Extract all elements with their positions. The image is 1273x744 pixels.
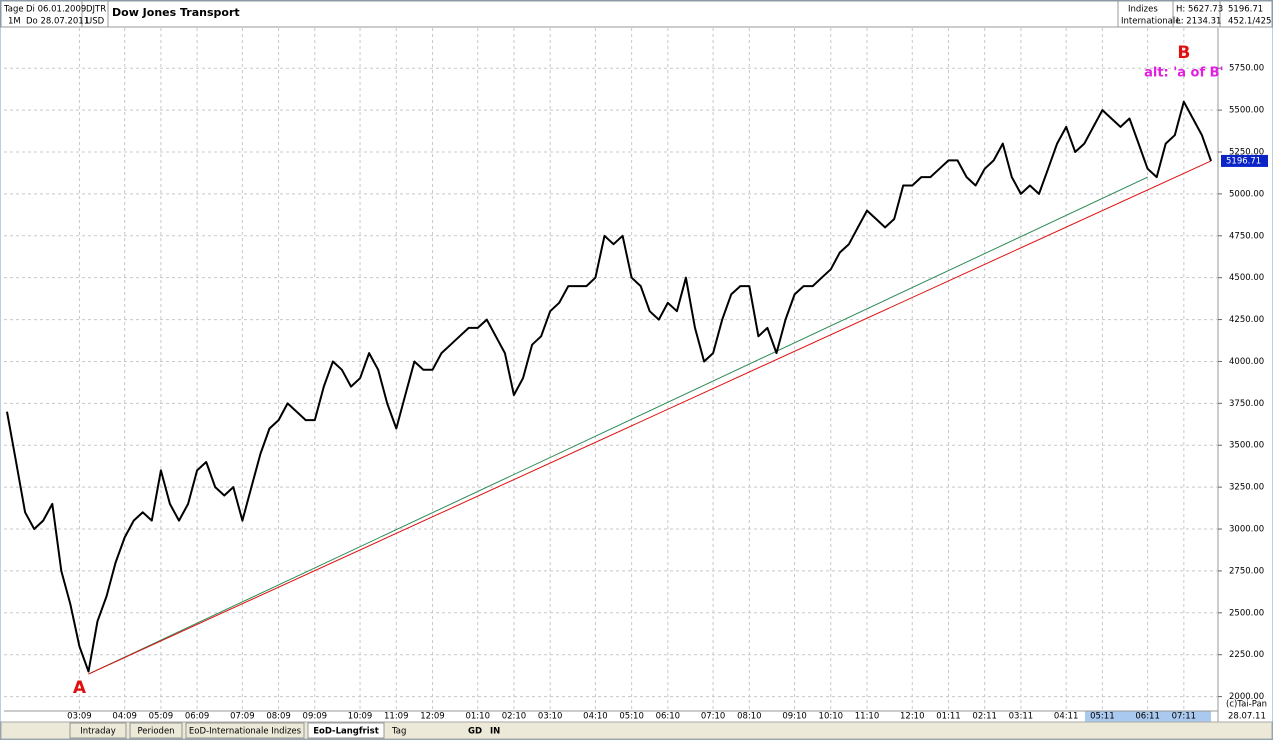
y-tick-label: 5500.00 bbox=[1229, 106, 1264, 116]
x-tick-label: 08:09 bbox=[266, 712, 291, 722]
group: Indizes bbox=[1128, 5, 1158, 15]
trendline bbox=[88, 160, 1212, 675]
toolbar-button[interactable]: GD bbox=[468, 727, 482, 737]
x-tick-label: 03:11 bbox=[1009, 712, 1034, 722]
last-price-tag bbox=[1221, 154, 1268, 167]
x-tick-label: 11:09 bbox=[384, 712, 409, 722]
x-tick-label: 12:10 bbox=[900, 712, 925, 722]
x-tick-label: 09:09 bbox=[303, 712, 328, 722]
y-tick-label: 3750.00 bbox=[1229, 399, 1264, 409]
x-tick-label: 06:11 bbox=[1135, 712, 1160, 722]
y-tick-label: 2250.00 bbox=[1229, 650, 1264, 660]
annotation: alt: 'a of B' bbox=[1144, 66, 1223, 81]
x-tick-label: 10:10 bbox=[819, 712, 844, 722]
x-tick-label: 12:09 bbox=[420, 712, 445, 722]
x-tick-label: 07:09 bbox=[230, 712, 255, 722]
x-tick-label: 08:10 bbox=[737, 712, 762, 722]
y-tick-label: 5750.00 bbox=[1229, 64, 1264, 74]
annotation: A bbox=[73, 678, 87, 698]
x-tick-label: 05:09 bbox=[149, 712, 174, 722]
y-tick-label: 2000.00 bbox=[1229, 692, 1264, 702]
tab-label[interactable]: Intraday bbox=[80, 727, 116, 737]
x-tick-label: 04:10 bbox=[583, 712, 608, 722]
annotation: B bbox=[1177, 43, 1190, 63]
x-tick-label: 04:11 bbox=[1054, 712, 1079, 722]
x-tick-label: 03:10 bbox=[538, 712, 563, 722]
tab[interactable] bbox=[129, 722, 183, 739]
price-line bbox=[6, 100, 1212, 673]
y-tick-label: 5000.00 bbox=[1229, 189, 1264, 199]
x-tick-label: 10:09 bbox=[348, 712, 373, 722]
x-tick-label: 01:11 bbox=[936, 712, 961, 722]
y-tick-label: 4000.00 bbox=[1229, 357, 1264, 367]
last: 5196.71 bbox=[1228, 5, 1263, 15]
tab-label[interactable]: EoD-Internationale Indizes bbox=[189, 727, 302, 737]
y-tick-label: 2500.00 bbox=[1229, 608, 1264, 618]
interval: 1M bbox=[8, 17, 21, 27]
toolbar-button[interactable]: IN bbox=[490, 727, 500, 737]
x-tick-label: 05:11 bbox=[1090, 712, 1115, 722]
low: L: 2134.31 bbox=[1176, 17, 1221, 27]
y-tick-label: 3500.00 bbox=[1229, 441, 1264, 451]
copyright: (c)Tai-Pan bbox=[1226, 700, 1267, 710]
x-tick-label: 09:10 bbox=[782, 712, 807, 722]
x-tick-label: 06:09 bbox=[185, 712, 210, 722]
x-tick-label: 02:10 bbox=[502, 712, 527, 722]
tab-label[interactable]: EoD-Langfrist bbox=[313, 727, 379, 737]
axis-highlight bbox=[1085, 711, 1211, 722]
x-tick-label: 07:10 bbox=[701, 712, 726, 722]
y-tick-label: 3000.00 bbox=[1229, 525, 1264, 535]
tab-label[interactable]: Perioden bbox=[137, 727, 174, 737]
x-tick-label: 07:11 bbox=[1172, 712, 1197, 722]
instrument-name: Dow Jones Transport bbox=[112, 6, 240, 19]
period-label: Tage bbox=[3, 5, 24, 15]
x-tick-label: 06:10 bbox=[656, 712, 681, 722]
y-tick-label: 2750.00 bbox=[1229, 566, 1264, 576]
trendline bbox=[88, 176, 1148, 675]
header-bar bbox=[0, 0, 1273, 28]
date: 28.07.11 bbox=[1228, 712, 1266, 722]
last-price-label: 5196.71 bbox=[1226, 156, 1261, 166]
y-tick-label: 4500.00 bbox=[1229, 273, 1264, 283]
y-tick-label: 4250.00 bbox=[1229, 315, 1264, 325]
group: Internationale bbox=[1121, 17, 1180, 27]
x-tick-label: 11:10 bbox=[855, 712, 880, 722]
y-tick-label: 3250.00 bbox=[1229, 483, 1264, 493]
x-tick-label: 03:09 bbox=[67, 712, 92, 722]
x-tick-label: 04:09 bbox=[112, 712, 137, 722]
tab[interactable] bbox=[185, 722, 305, 739]
tab[interactable] bbox=[69, 722, 127, 739]
x-tick-label: 01:10 bbox=[465, 712, 490, 722]
y-tick-label: 5250.00 bbox=[1229, 148, 1264, 158]
volume: 452.1/425 bbox=[1228, 17, 1271, 27]
tab[interactable] bbox=[307, 722, 385, 739]
symbol: DJTR bbox=[86, 5, 106, 15]
x-tick-label: 05:10 bbox=[619, 712, 644, 722]
y-tick-label: 4750.00 bbox=[1229, 231, 1264, 241]
x-tick-label: 02:11 bbox=[972, 712, 997, 722]
high: H: 5627.73 bbox=[1176, 5, 1223, 15]
end-date: Do 28.07.2011 bbox=[26, 17, 89, 27]
start-date: Di 06.01.2009 bbox=[26, 5, 86, 15]
currency: USD bbox=[86, 17, 105, 27]
period-select[interactable]: Tag bbox=[391, 727, 406, 737]
